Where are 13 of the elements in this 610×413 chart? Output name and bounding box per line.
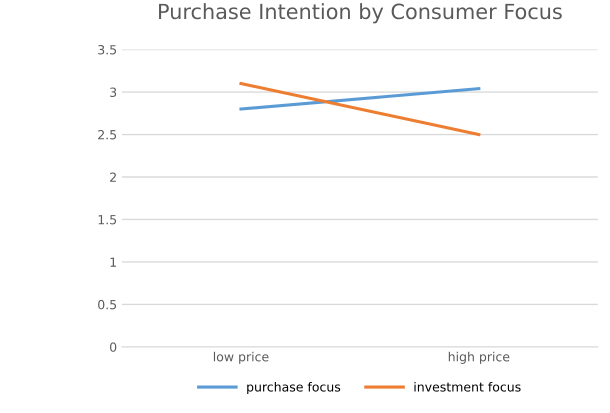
y-tick-label: 0.5 — [98, 300, 116, 310]
y-tick-label: 1 — [110, 258, 116, 267]
y-tick-label: 2.5 — [98, 130, 116, 140]
y-tick-label: 3 — [110, 88, 116, 97]
chart-title: Purchase Intention by Consumer Focus — [159, 3, 562, 24]
legend-label: investment focus — [414, 382, 521, 392]
y-tick-label: 2 — [110, 172, 116, 182]
x-tick-label: high price — [448, 352, 510, 364]
legend-label: purchase focus — [247, 382, 340, 394]
x-tick-label: low price — [214, 352, 268, 364]
y-tick-label: 3.5 — [98, 45, 116, 54]
y-tick-label: 0 — [110, 342, 116, 352]
y-tick-label: 1.5 — [98, 215, 116, 224]
